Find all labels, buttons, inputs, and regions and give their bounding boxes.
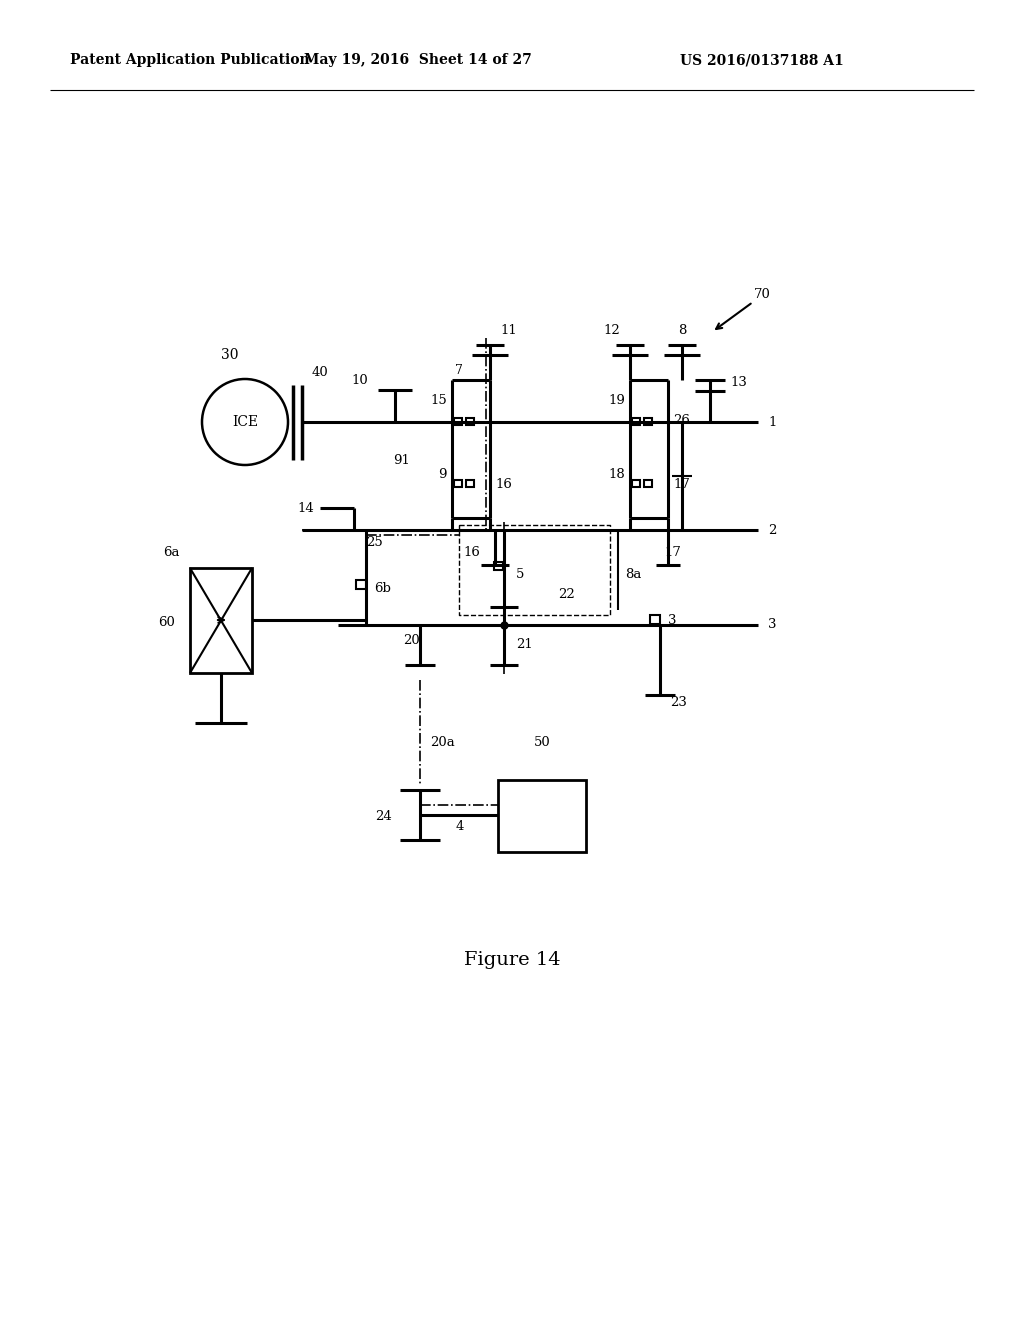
Text: 9: 9 (438, 469, 447, 482)
Bar (632, 418, 640, 425)
Text: 14: 14 (298, 502, 314, 515)
Bar (632, 480, 640, 487)
Bar (454, 418, 462, 425)
Text: 26: 26 (673, 414, 690, 428)
Text: 11: 11 (500, 323, 517, 337)
Text: 17: 17 (664, 545, 681, 558)
Text: 4: 4 (456, 821, 464, 833)
Text: 8: 8 (678, 323, 686, 337)
Text: 1: 1 (768, 416, 776, 429)
Text: 12: 12 (603, 323, 620, 337)
Text: 24: 24 (375, 810, 392, 824)
Text: Figure 14: Figure 14 (464, 950, 560, 969)
Text: 5: 5 (516, 569, 524, 582)
Text: US 2016/0137188 A1: US 2016/0137188 A1 (680, 53, 844, 67)
Text: 2: 2 (768, 524, 776, 536)
Text: 70: 70 (754, 289, 770, 301)
Bar (494, 562, 503, 570)
Text: 16: 16 (495, 479, 512, 491)
Bar (650, 615, 660, 624)
Text: 91: 91 (393, 454, 410, 466)
Bar (644, 418, 652, 425)
Bar (190, 568, 252, 673)
Text: 17: 17 (673, 479, 690, 491)
Text: 13: 13 (730, 375, 746, 388)
Text: 50: 50 (534, 737, 550, 750)
Text: 6b: 6b (374, 582, 391, 594)
Text: 30: 30 (221, 348, 239, 362)
Bar (466, 418, 474, 425)
Text: 25: 25 (366, 536, 383, 549)
Text: 20: 20 (403, 635, 420, 648)
Bar (356, 579, 366, 589)
Text: 18: 18 (608, 469, 625, 482)
Bar (466, 480, 474, 487)
Text: 10: 10 (351, 374, 368, 387)
Text: 6a: 6a (164, 546, 180, 560)
Text: 19: 19 (608, 395, 625, 408)
Text: ICE: ICE (232, 414, 258, 429)
Text: 3: 3 (668, 614, 677, 627)
Text: 8a: 8a (625, 569, 641, 582)
Text: May 19, 2016  Sheet 14 of 27: May 19, 2016 Sheet 14 of 27 (304, 53, 531, 67)
Text: 60: 60 (158, 616, 175, 630)
Text: 21: 21 (516, 639, 532, 652)
Bar (454, 480, 462, 487)
Bar (644, 480, 652, 487)
Text: 22: 22 (558, 589, 574, 602)
Text: 7: 7 (455, 363, 463, 376)
Text: 3: 3 (768, 619, 776, 631)
Text: 40: 40 (312, 366, 329, 379)
Text: 20a: 20a (430, 737, 455, 750)
Text: 15: 15 (430, 395, 447, 408)
Text: 16: 16 (463, 545, 480, 558)
Text: Patent Application Publication: Patent Application Publication (70, 53, 309, 67)
Text: 23: 23 (670, 697, 687, 710)
Bar (498, 780, 586, 851)
